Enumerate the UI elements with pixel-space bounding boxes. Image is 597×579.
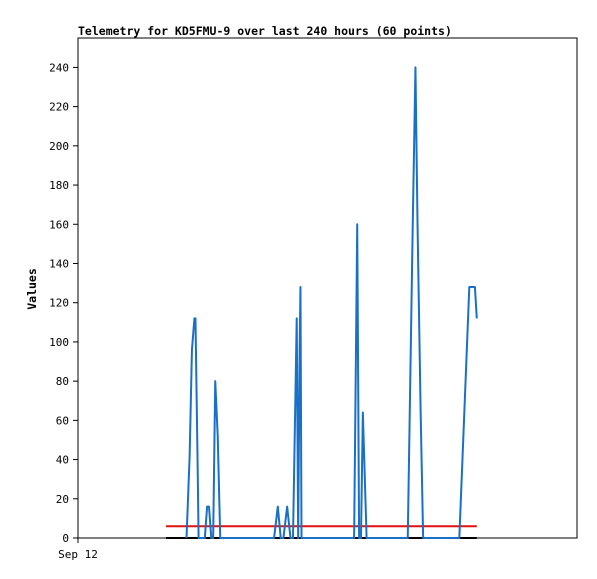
chart-title: Telemetry for KD5FMU-9 over last 240 hou… xyxy=(78,24,452,38)
y-tick-label: 100 xyxy=(49,336,69,349)
series-line-1 xyxy=(185,66,478,539)
x-tick-label: Sep 12 xyxy=(58,548,98,561)
y-tick-label: 180 xyxy=(49,179,69,192)
y-tick-label: 240 xyxy=(49,61,69,74)
series-layer xyxy=(165,66,478,539)
y-tick-label: 200 xyxy=(49,140,69,153)
y-tick-label: 60 xyxy=(56,414,69,427)
y-axis-label: Values xyxy=(25,268,39,310)
y-tick-label: 20 xyxy=(56,493,69,506)
y-tick-label: 220 xyxy=(49,101,69,114)
y-tick-label: 80 xyxy=(56,375,69,388)
y-tick-label: 120 xyxy=(49,297,69,310)
y-tick-label: 140 xyxy=(49,257,69,270)
y-tick-label: 40 xyxy=(56,454,69,467)
y-tick-label: 0 xyxy=(62,532,69,545)
x-axis: Sep 12 xyxy=(58,538,98,561)
plot-area xyxy=(77,37,578,539)
y-tick-label: 160 xyxy=(49,218,69,231)
y-axis: 0 20 40 60 80 100 120 140 160 180 200 220 240 xyxy=(49,61,78,545)
